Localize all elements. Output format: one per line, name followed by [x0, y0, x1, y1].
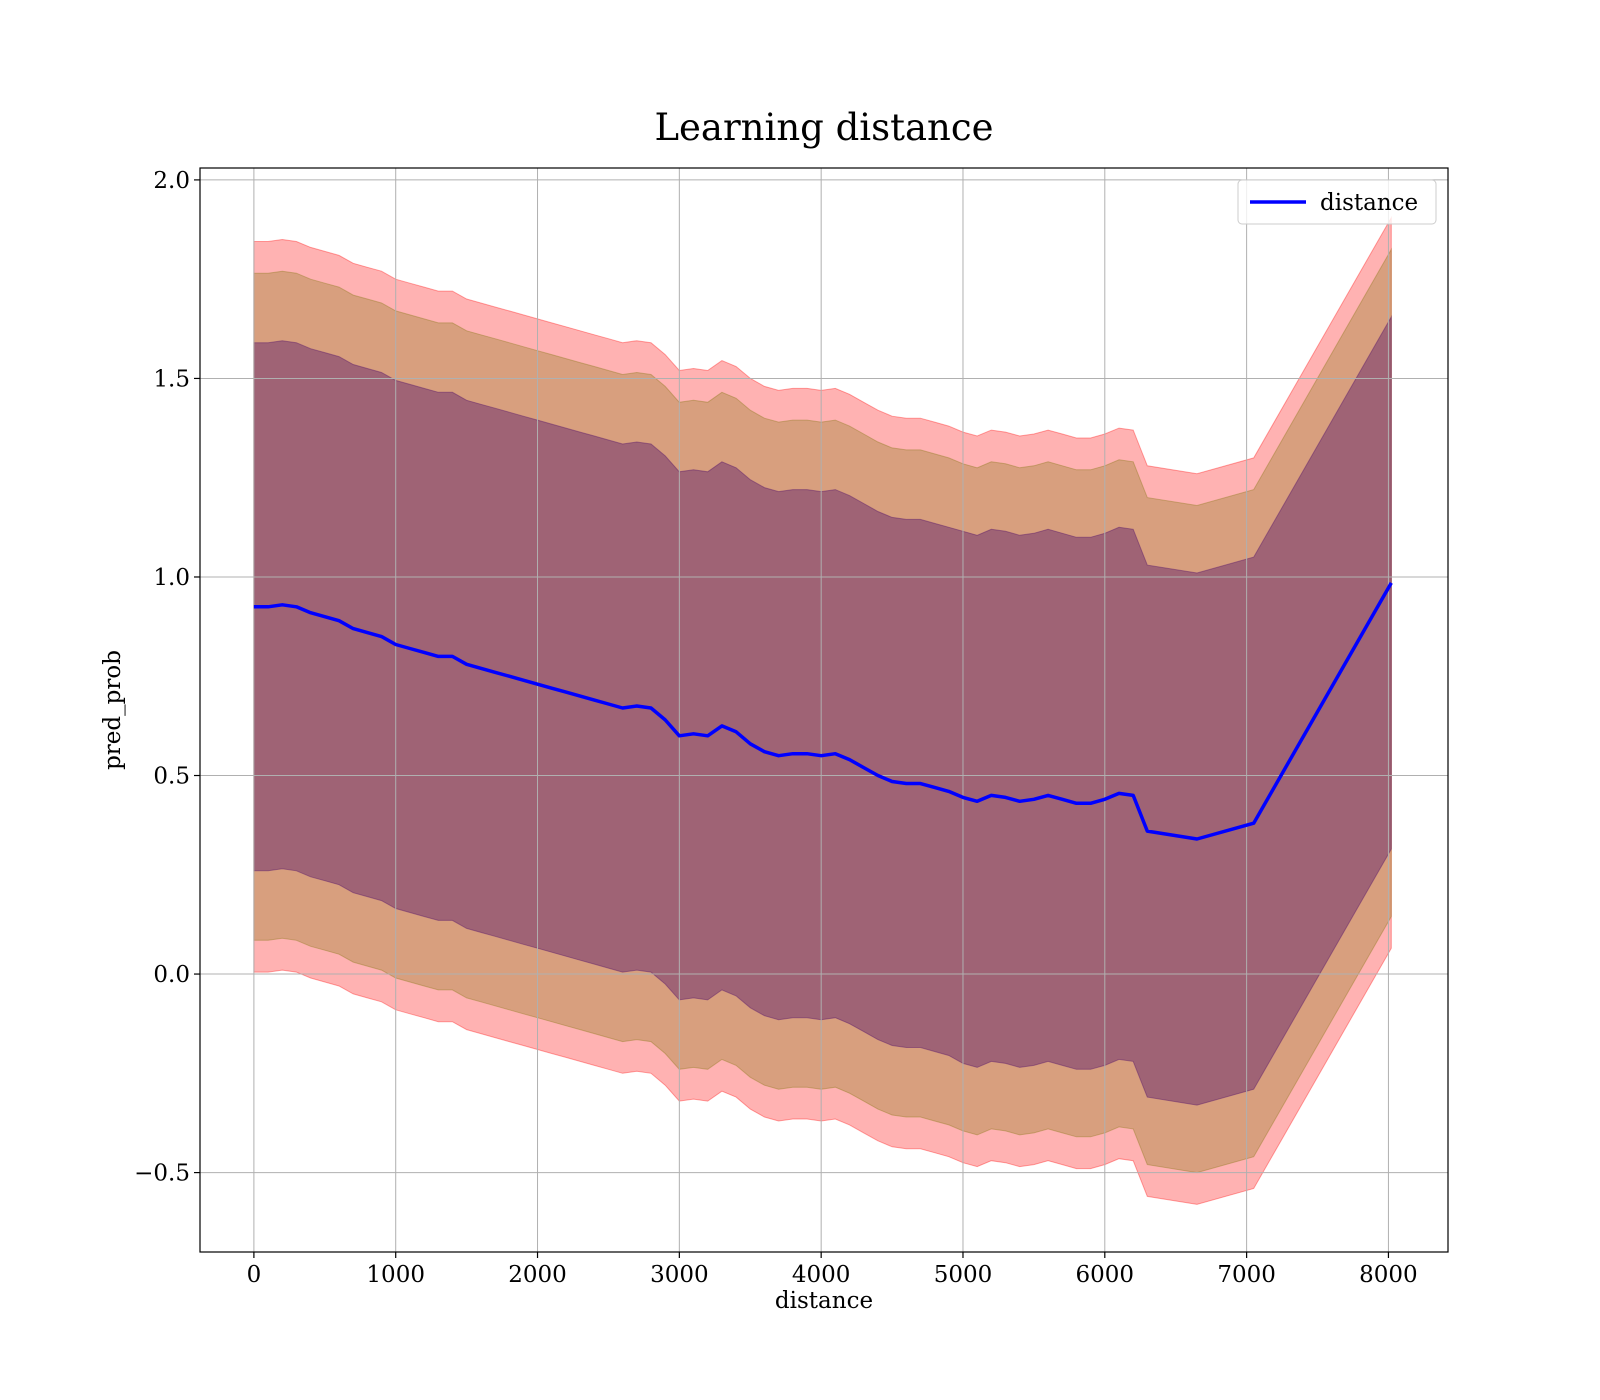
legend: distance: [1237, 179, 1437, 225]
y-tick-label-5: 2.0: [153, 168, 190, 194]
y-tick-label-0: −0.5: [134, 1161, 190, 1187]
band-middle-area: [253, 247, 1392, 1174]
x-tick-label-4: 4000: [792, 1262, 851, 1288]
x-tick-label-7: 7000: [1217, 1262, 1276, 1288]
y-axis-label: pred_prob: [100, 650, 126, 770]
x-tick-label-2: 2000: [508, 1262, 567, 1288]
y-tick-label-1: 0.0: [153, 962, 190, 988]
x-tick-label-0: 0: [247, 1262, 262, 1288]
x-axis-label: distance: [775, 1288, 873, 1314]
confidence-band-middle: [253, 247, 1392, 1174]
y-tick-label-3: 1.0: [153, 565, 190, 591]
y-tick-label-2: 0.5: [153, 764, 190, 790]
y-tick-label-4: 1.5: [153, 366, 190, 392]
series-layer: [253, 582, 1393, 841]
band-outer-area: [253, 215, 1392, 1205]
chart-title: Learning distance: [654, 106, 993, 149]
confidence-band-outer: [253, 215, 1392, 1205]
series-line-distance: [253, 582, 1393, 841]
legend-box: [1237, 179, 1437, 225]
x-tick-label-1: 1000: [366, 1262, 425, 1288]
legend-label-distance: distance: [1320, 190, 1418, 216]
x-axis-ticks: 0 1000 2000 3000 4000 5000 6000 7000 8000: [247, 1252, 1418, 1288]
plot-frame: [199, 167, 1449, 1253]
confidence-band-inner: [253, 315, 1392, 1106]
grid-lines: [200, 168, 1448, 1252]
y-axis-ticks: −0.5 0.0 0.5 1.0 1.5 2.0: [134, 168, 200, 1187]
x-tick-label-6: 6000: [1076, 1262, 1135, 1288]
x-tick-label-5: 5000: [934, 1262, 993, 1288]
x-tick-label-3: 3000: [650, 1262, 709, 1288]
x-tick-label-8: 8000: [1359, 1262, 1418, 1288]
band-inner-area: [253, 315, 1392, 1106]
